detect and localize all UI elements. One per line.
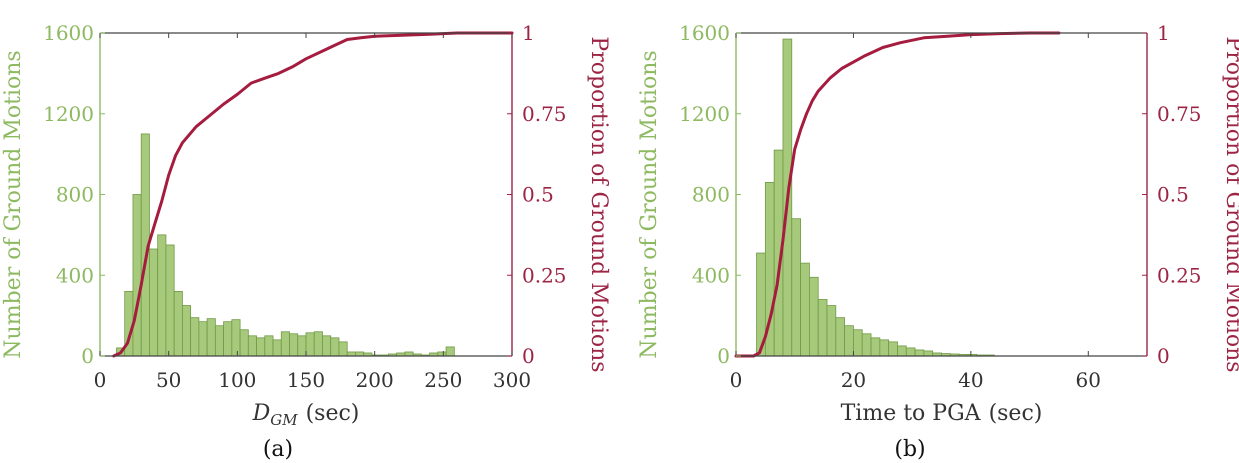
histogram-bar [165,244,175,357]
y2-tick-label: 1 [1157,21,1170,45]
histogram-bar [879,339,890,357]
x-axis-label: DGM (sec) [252,401,360,429]
histogram-bar [923,350,934,357]
y2-axis-label: Proportion of Ground Motions [1221,36,1239,372]
y-axis-label: Number of Ground Motions [1,50,26,358]
histogram-bar [853,329,863,357]
histogram-bar [181,305,192,357]
y-axis-label: Number of Ground Motions [637,50,662,358]
histogram-bar [313,331,323,357]
x-axis-label: Time to PGA (sec) [841,401,1043,426]
histogram-bar [149,248,159,357]
y2-axis-label: Proportion of Ground Motions [586,36,611,372]
histogram-bar [861,333,872,357]
histogram-bar [280,331,290,357]
histogram-bar [132,194,142,357]
histogram-bar [190,317,200,357]
y2-tick-label: 0.75 [522,102,567,126]
histogram-bar [214,325,225,357]
y-tick-label: 0 [717,344,730,368]
histogram-bar [835,317,846,357]
x-axis-label-main: Time to PGA [841,401,982,426]
histogram-bar [808,276,819,357]
histogram-bar [800,262,810,357]
y-tick-label: 1600 [679,21,730,45]
y-tick-label: 1200 [43,102,94,126]
x-tick-label: 0 [730,368,743,392]
y-tick-label: 1600 [43,21,94,45]
cdf-line [734,31,1061,358]
histogram-bar [198,321,208,357]
x-tick-label: 40 [958,368,983,392]
histogram-bar [297,335,307,357]
histogram-bar [338,341,348,357]
y-tick-label: 800 [692,183,730,207]
histogram-bar [826,305,837,357]
histogram-bar [272,339,282,357]
histogram-bar [844,325,854,357]
y-tick-label: 0 [81,344,94,368]
y2-tick-label: 0.25 [1157,263,1202,287]
histogram-bar [223,321,233,357]
histogram-bar [231,319,241,357]
histogram-bar [888,341,898,357]
histogram-bar [870,337,881,357]
histogram-bar [914,349,925,357]
y2-tick-label: 0.5 [522,183,554,207]
x-tick-label: 250 [424,368,462,392]
y-tick-label: 400 [56,263,94,287]
panel-label: (b) [894,437,925,462]
panel-label: (a) [263,437,293,462]
histogram-bar [157,234,167,357]
x-tick-label: 200 [356,368,394,392]
histogram-bar [817,299,828,357]
histogram-bar [355,351,365,357]
histogram-bar [330,337,340,357]
y2-tick-label: 1 [522,21,535,45]
x-tick-label: 50 [156,368,181,392]
y-tick-label: 1200 [679,102,730,126]
y2-tick-label: 0.5 [1157,183,1189,207]
histogram-bar [322,335,332,357]
histogram-bar [247,335,257,357]
y2-tick-label: 0.75 [1157,102,1202,126]
chart-panel-a: 0 50 100 150 200 250 30004008001200160000.250.… [1,21,611,462]
y2-tick-label: 0.25 [522,263,567,287]
histogram-bar [305,332,315,357]
histogram-bar [404,351,414,357]
x-axis-label-unit: (sec) [989,401,1043,426]
histogram-bar [239,329,249,357]
y2-tick-label: 0 [522,344,535,368]
histogram-bar [897,345,907,357]
histogram-bar [905,347,916,357]
x-tick-label: 300 [493,368,531,392]
histogram-bar [289,333,299,357]
x-tick-label: 20 [841,368,866,392]
chart-panel-b: 0 20 40 60 0 400 800 1200 1600 0 0.25 0.5 0.75 1 Numbe… [637,21,1239,462]
x-axis-label-unit: (sec) [306,401,360,426]
y-tick-label: 800 [56,183,94,207]
histogram-bar [445,346,455,357]
histogram-bar [173,290,183,357]
histogram-bar [791,218,801,357]
x-tick-label: 100 [218,368,256,392]
histogram-bar [264,335,274,357]
x-tick-label: 60 [1076,368,1101,392]
histogram-bar [256,337,266,357]
x-tick-label: 0 [94,368,107,392]
y-tick-label: 400 [692,263,730,287]
x-tick-label: 150 [287,368,325,392]
histogram-bar [346,351,356,357]
y2-tick-label: 0 [1157,344,1170,368]
histogram-bar [437,351,447,357]
histogram-bar [206,318,216,357]
x-axis-label-subscript: GM [270,411,298,429]
cdf-line [112,31,514,358]
x-axis-label-main: D [252,401,271,426]
